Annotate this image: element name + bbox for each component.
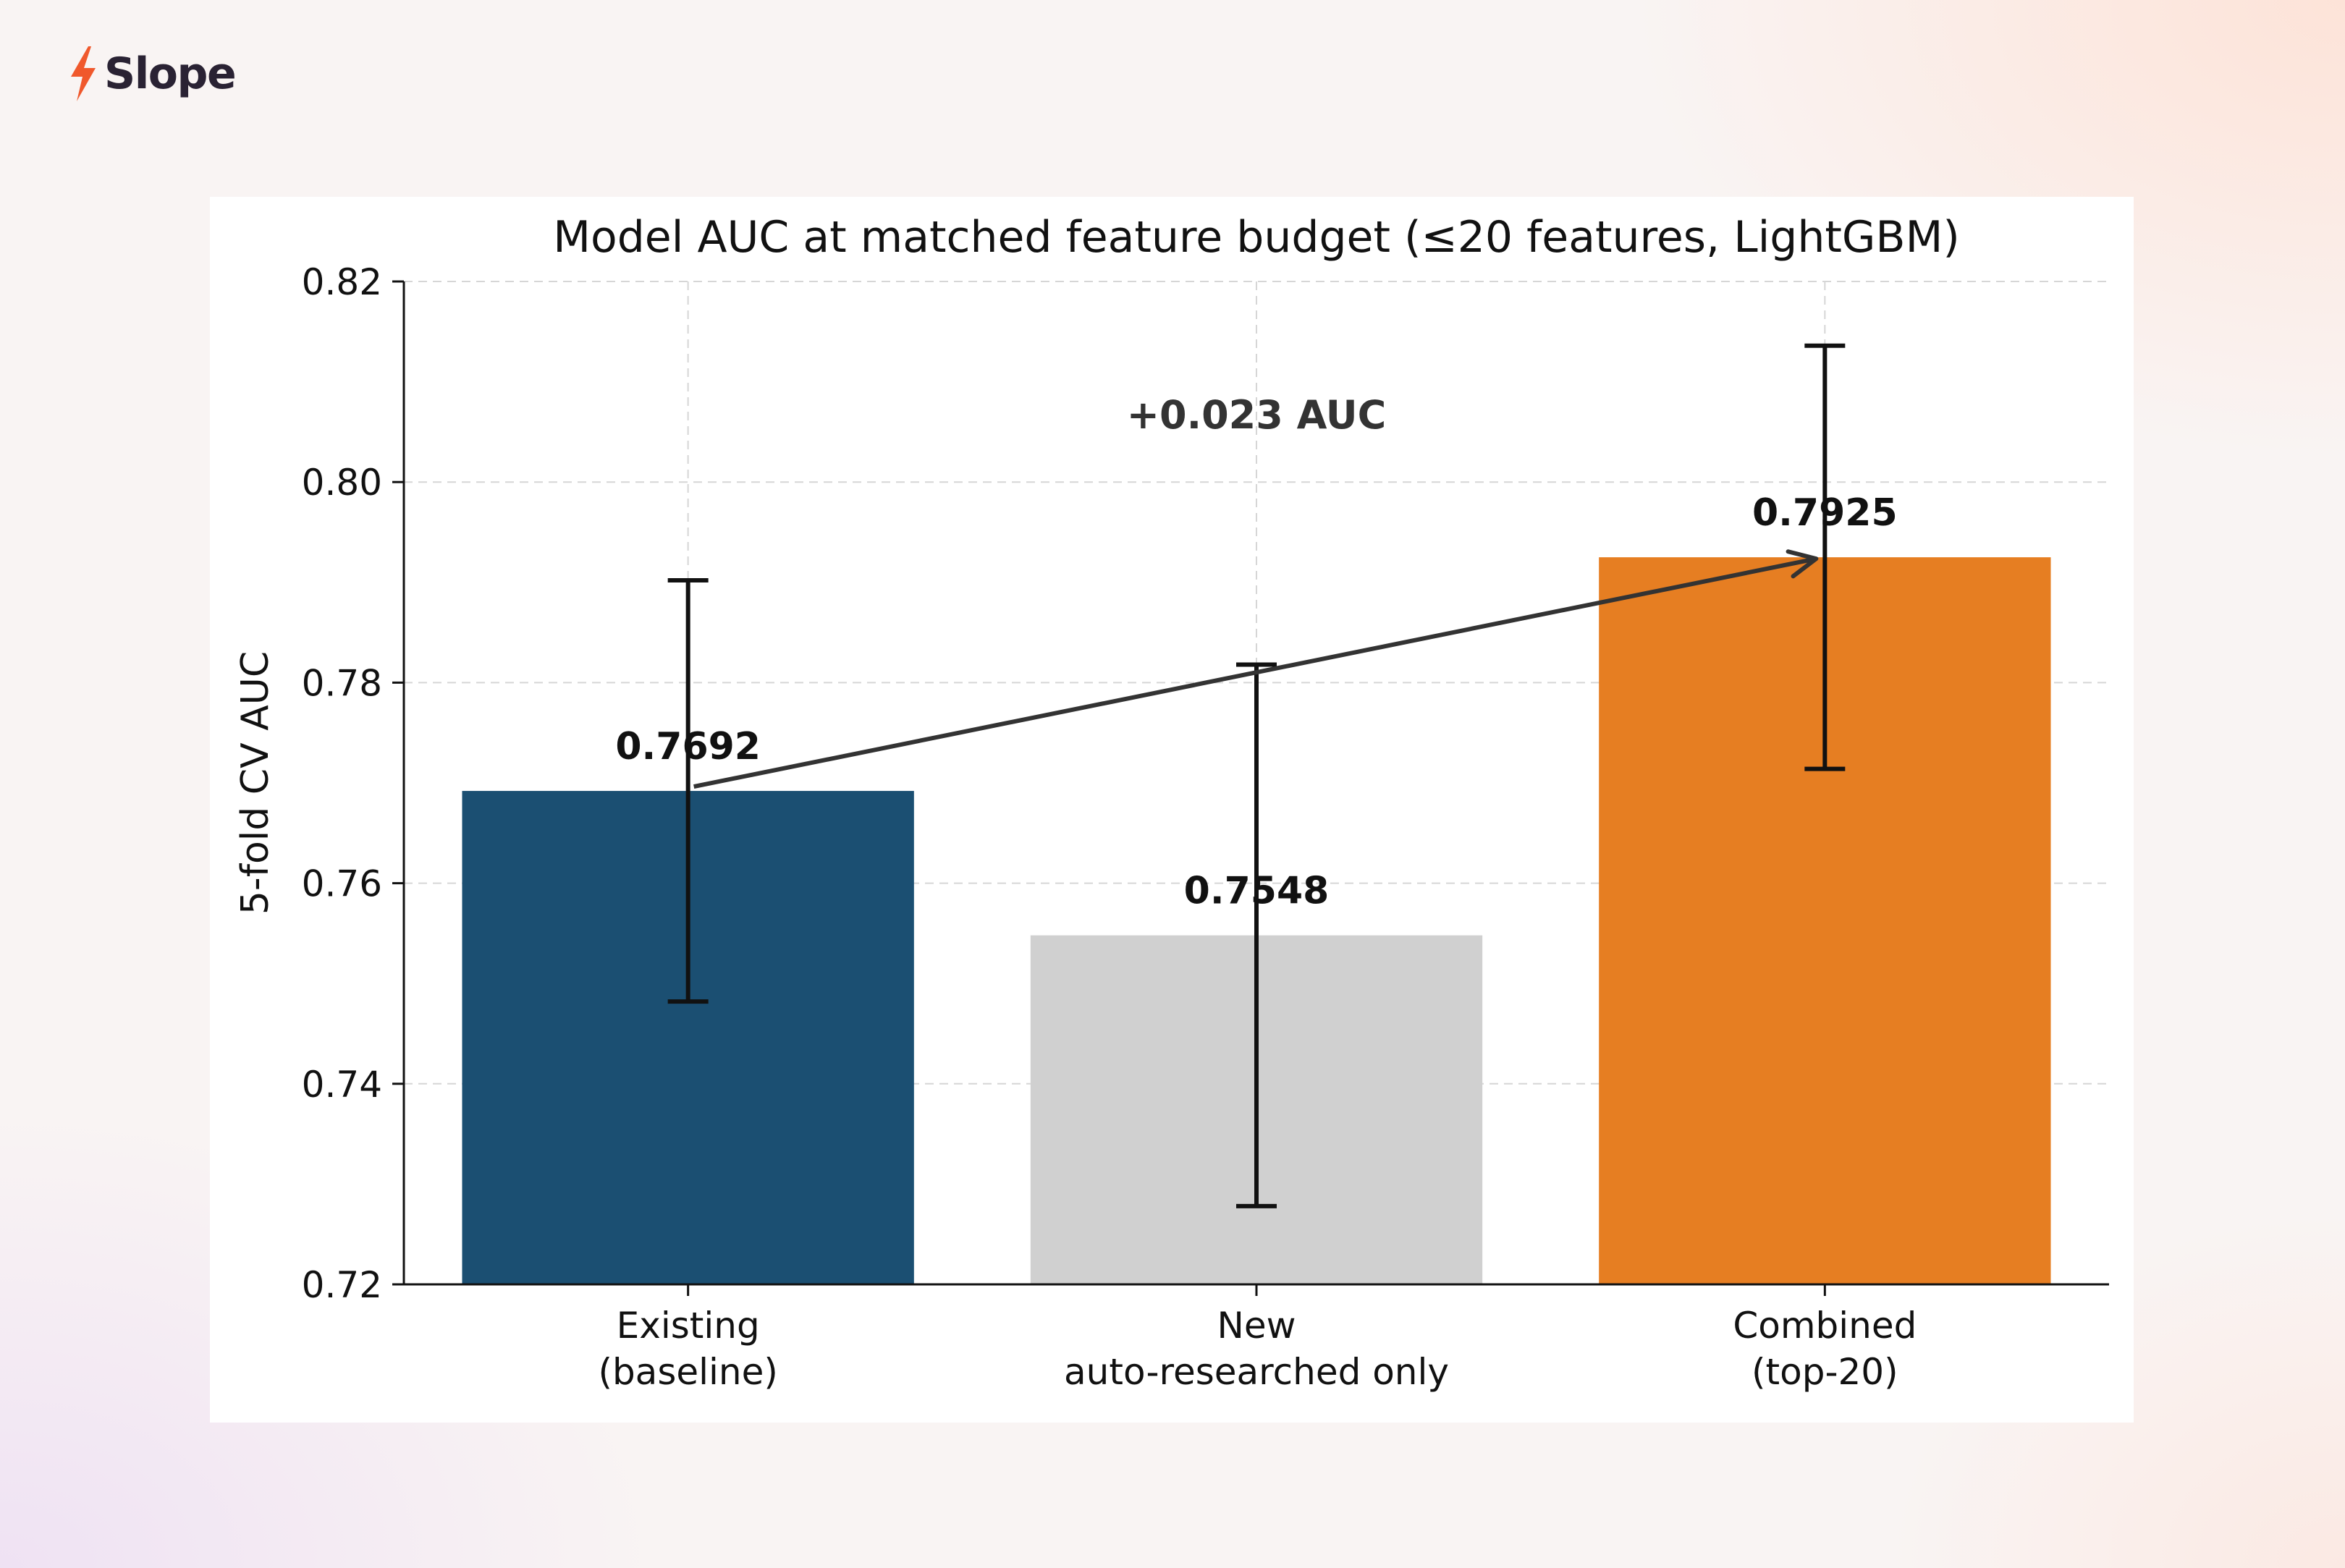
x-tick-label: New bbox=[1217, 1305, 1296, 1347]
y-tick-label: 0.72 bbox=[302, 1264, 382, 1306]
annotation-label: +0.023 AUC bbox=[1127, 392, 1386, 438]
y-tick-label: 0.74 bbox=[302, 1064, 382, 1106]
x-tick-label: Existing bbox=[617, 1305, 760, 1347]
brand-logo: Slope bbox=[67, 45, 237, 103]
y-tick-label: 0.80 bbox=[302, 462, 382, 504]
y-axis-label: 5-fold CV AUC bbox=[234, 651, 277, 915]
bar-chart: Model AUC at matched feature budget (≤20… bbox=[234, 212, 2109, 1393]
y-tick-label: 0.82 bbox=[302, 261, 382, 303]
y-tick-label: 0.78 bbox=[302, 662, 382, 704]
x-tick-label: (baseline) bbox=[598, 1351, 777, 1393]
brand-name: Slope bbox=[104, 48, 237, 99]
chart-panel: Model AUC at matched feature budget (≤20… bbox=[210, 197, 2134, 1423]
lightning-bolt-icon bbox=[71, 46, 96, 101]
x-tick-label: (top-20) bbox=[1752, 1351, 1898, 1393]
annotation-arrowhead bbox=[1786, 549, 1819, 579]
x-tick-label: auto-researched only bbox=[1064, 1351, 1449, 1393]
chart-title: Model AUC at matched feature budget (≤20… bbox=[553, 212, 1960, 263]
annotation-arrow bbox=[693, 556, 1817, 789]
y-tick-label: 0.76 bbox=[302, 863, 382, 905]
x-tick-label: Combined bbox=[1733, 1305, 1917, 1347]
